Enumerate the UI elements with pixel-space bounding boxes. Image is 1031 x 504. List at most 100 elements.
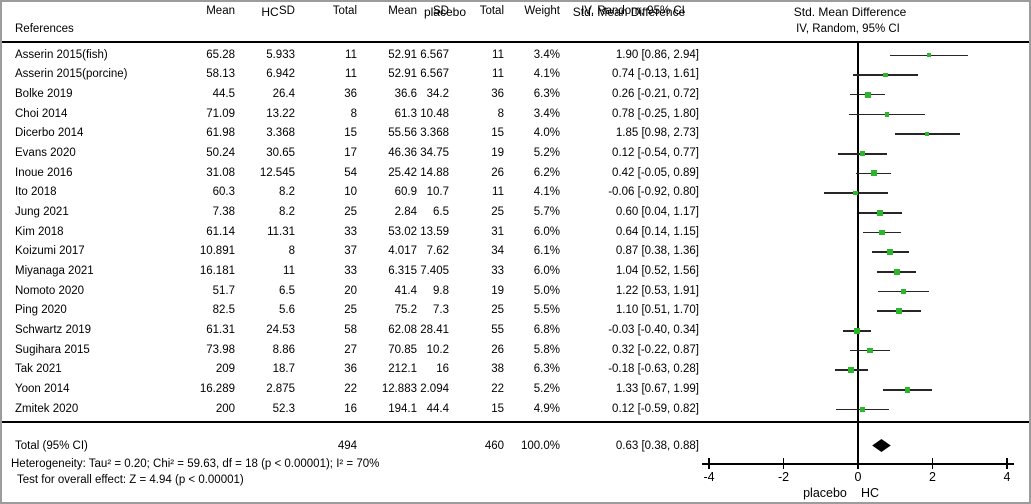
study-cell-pl_mean: 6.315 bbox=[388, 264, 417, 277]
study-cell-hc_total: 58 bbox=[344, 324, 357, 337]
effect-square bbox=[864, 91, 871, 98]
study-cell-weight: 6.1% bbox=[533, 245, 560, 258]
effect-square bbox=[859, 151, 866, 157]
study-cell-name: Nomoto 2020 bbox=[15, 284, 85, 297]
study-cell-ci_label: 0.74 [-0.13, 1.61] bbox=[612, 68, 699, 81]
study-cell-ci_label: 1.10 [0.51, 1.70] bbox=[615, 304, 699, 317]
study-cell-pl_sd: 10.48 bbox=[420, 107, 449, 120]
study-cell-ci_label: -0.18 [-0.63, 0.28] bbox=[608, 363, 699, 376]
study-cell-hc_sd: 11.31 bbox=[267, 225, 295, 238]
effect-square bbox=[867, 347, 873, 354]
favours-placebo-label: placebo bbox=[803, 486, 847, 500]
study-cell-hc_mean: 51.7 bbox=[212, 284, 235, 297]
study-cell-pl_total: 11 bbox=[492, 186, 504, 199]
total-weight: 100.0% bbox=[520, 440, 560, 452]
col-header-hc-total: Total bbox=[332, 5, 357, 17]
study-cell-pl_sd: 9.8 bbox=[433, 284, 449, 297]
effect-square bbox=[896, 308, 902, 314]
axis-tick bbox=[1006, 458, 1008, 469]
study-row: Sugihara 2015 73.98 8.86 27 70.85 10.2 26 5.8% 0… bbox=[2, 341, 699, 361]
study-cell-hc_mean: 209 bbox=[215, 363, 235, 376]
axis-tick-label: -2 bbox=[777, 470, 790, 484]
study-cell-ci_label: 1.04 [0.52, 1.56] bbox=[615, 264, 699, 277]
study-cell-pl_total: 36 bbox=[491, 87, 504, 100]
study-cell-hc_mean: 61.98 bbox=[206, 127, 235, 140]
study-cell-pl_total: 26 bbox=[491, 166, 504, 179]
study-row: Tak 2021 209 18.7 36 212.1 16 38 6.3% -0.18 [-0.… bbox=[2, 360, 699, 380]
study-cell-pl_mean: 25.42 bbox=[388, 166, 417, 179]
study-row: Schwartz 2019 61.31 24.53 58 62.08 28.41 55 6.8… bbox=[2, 321, 699, 341]
study-cell-hc_sd: 18.7 bbox=[272, 363, 295, 376]
study-cell-pl_total: 19 bbox=[491, 146, 504, 159]
study-cell-hc_sd: 5.6 bbox=[279, 304, 295, 317]
study-cell-pl_sd: 10.2 bbox=[426, 343, 449, 356]
study-cell-pl_mean: 60.9 bbox=[394, 186, 417, 199]
study-cell-name: Evans 2020 bbox=[15, 146, 76, 159]
study-cell-pl_mean: 2.84 bbox=[394, 205, 417, 218]
study-cell-hc_total: 17 bbox=[344, 146, 357, 159]
study-cell-pl_total: 15 bbox=[491, 402, 504, 415]
study-cell-hc_sd: 52.3 bbox=[272, 402, 295, 415]
axis-tick-label: 0 bbox=[854, 470, 862, 484]
study-cell-name: Ito 2018 bbox=[15, 186, 57, 199]
study-cell-weight: 6.0% bbox=[533, 225, 560, 238]
study-row: Choi 2014 71.09 13.22 8 61.3 10.48 8 3.4% 0.78 [… bbox=[2, 105, 699, 125]
study-cell-hc_total: 20 bbox=[344, 284, 357, 297]
study-cell-pl_mean: 4.017 bbox=[388, 245, 417, 258]
study-cell-hc_total: 25 bbox=[344, 304, 357, 317]
study-cell-pl_mean: 41.4 bbox=[394, 284, 417, 297]
effect-square bbox=[900, 288, 907, 295]
total-separator-line bbox=[2, 421, 1029, 423]
study-cell-hc_total: 33 bbox=[344, 264, 357, 277]
study-row: Ito 2018 60.3 8.2 10 60.9 10.7 11 4.1% -0.06 [-0… bbox=[2, 183, 699, 203]
study-cell-name: Kim 2018 bbox=[15, 225, 64, 238]
study-cell-pl_sd: 6.5 bbox=[433, 205, 449, 218]
col-header-weight: Weight bbox=[524, 5, 560, 17]
study-cell-name: Choi 2014 bbox=[15, 107, 68, 120]
study-cell-pl_sd: 2.094 bbox=[420, 383, 449, 396]
study-cell-name: Inoue 2016 bbox=[15, 166, 73, 179]
study-cell-hc_sd: 3.368 bbox=[266, 127, 295, 140]
total-label: Total (95% CI) bbox=[15, 440, 88, 452]
study-cell-pl_total: 34 bbox=[491, 245, 504, 258]
study-cell-weight: 5.7% bbox=[533, 205, 560, 218]
study-cell-hc_mean: 58.13 bbox=[206, 68, 235, 81]
study-cell-weight: 6.3% bbox=[533, 87, 560, 100]
study-cell-hc_sd: 6.942 bbox=[266, 68, 295, 81]
col-header-placebo-total: Total bbox=[479, 5, 504, 17]
study-cell-pl_mean: 62.08 bbox=[388, 324, 417, 337]
study-cell-weight: 3.4% bbox=[533, 48, 560, 61]
study-cell-weight: 4.1% bbox=[533, 186, 560, 199]
study-cell-hc_total: 27 bbox=[344, 343, 357, 356]
study-cell-pl_mean: 212.1 bbox=[388, 363, 417, 376]
study-row: Asserin 2015(porcine) 58.13 6.942 11 52.91 6.… bbox=[2, 65, 699, 85]
study-cell-pl_sd: 10.7 bbox=[426, 186, 449, 199]
favours-hc-label: HC bbox=[860, 486, 880, 500]
group-header-smd-right: Std. Mean Difference bbox=[793, 5, 907, 19]
study-cell-ci_label: -0.06 [-0.92, 0.80] bbox=[608, 186, 699, 199]
study-cell-hc_sd: 8.2 bbox=[279, 205, 295, 218]
study-cell-ci_label: 0.12 [-0.54, 0.77] bbox=[612, 146, 699, 159]
study-cell-pl_sd: 34.2 bbox=[426, 87, 449, 100]
axis-tick bbox=[857, 458, 859, 469]
group-header-hc: HC bbox=[261, 5, 279, 19]
study-cell-hc_total: 25 bbox=[344, 205, 357, 218]
study-cell-pl_mean: 55.56 bbox=[388, 127, 417, 140]
study-cell-pl_sd: 44.4 bbox=[426, 402, 449, 415]
study-cell-pl_total: 33 bbox=[491, 264, 504, 277]
study-cell-hc_sd: 13.22 bbox=[266, 107, 295, 120]
study-row: Inoue 2016 31.08 12.545 54 25.42 14.88 26 6.2% 0… bbox=[2, 164, 699, 184]
study-cell-hc_sd: 5.933 bbox=[266, 48, 295, 61]
study-cell-ci_label: 1.85 [0.98, 2.73] bbox=[615, 127, 699, 140]
study-cell-pl_sd: 16 bbox=[436, 363, 449, 376]
study-cell-name: Dicerbo 2014 bbox=[15, 127, 84, 140]
effect-square bbox=[883, 72, 888, 78]
effect-square bbox=[859, 406, 866, 413]
study-cell-ci_label: 0.12 [-0.59, 0.82] bbox=[612, 402, 699, 415]
study-cell-hc_sd: 8.2 bbox=[279, 186, 295, 199]
study-cell-hc_total: 37 bbox=[344, 245, 357, 258]
study-cell-hc_total: 22 bbox=[344, 383, 357, 396]
study-cell-hc_total: 11 bbox=[345, 48, 357, 61]
study-cell-pl_sd: 14.88 bbox=[420, 166, 449, 179]
